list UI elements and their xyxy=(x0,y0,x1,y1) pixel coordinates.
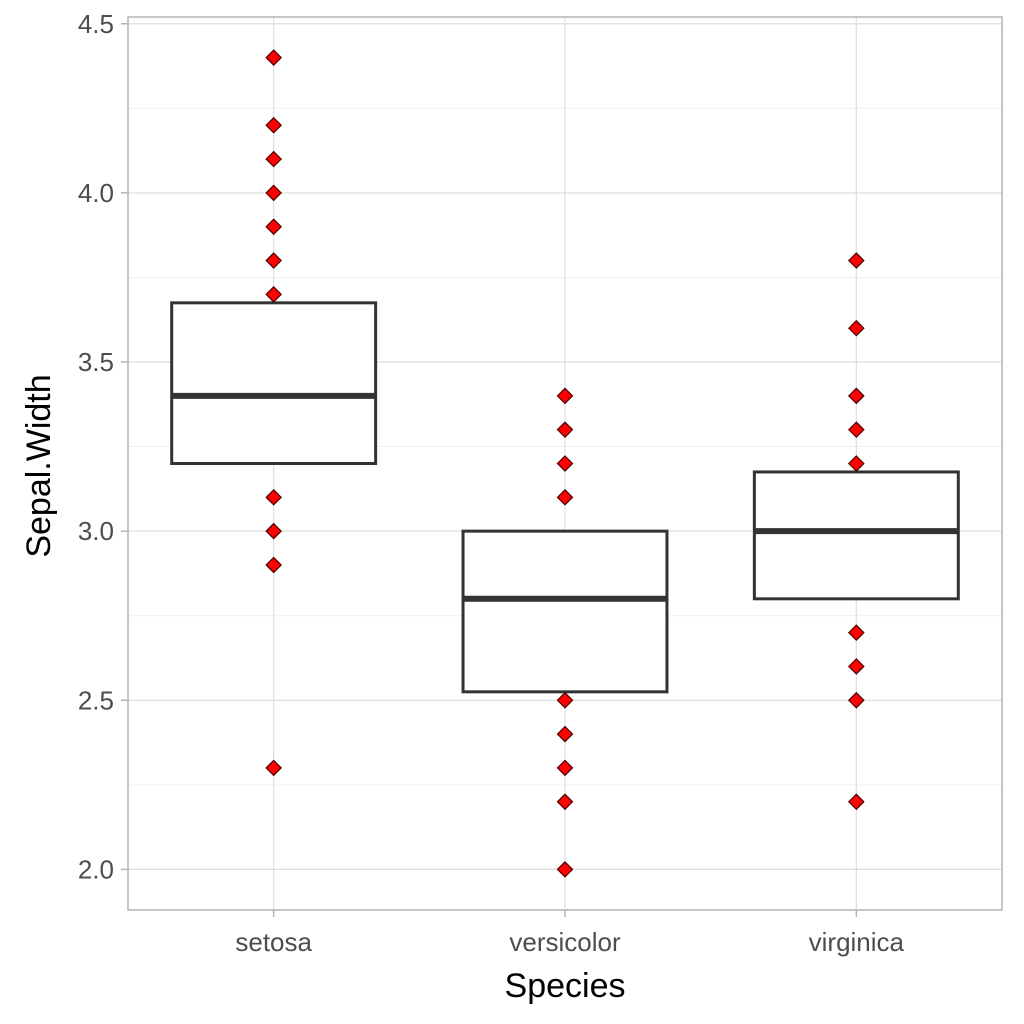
point-setosa xyxy=(265,286,283,303)
point-versicolor xyxy=(556,387,574,405)
box-virginica xyxy=(752,470,960,601)
point-setosa xyxy=(265,556,283,574)
x-tick-label-versicolor: versicolor xyxy=(509,927,621,957)
point-setosa xyxy=(265,759,283,777)
y-tick-label: 3.0 xyxy=(78,516,114,546)
x-axis-title: Species xyxy=(505,967,626,1005)
point-setosa xyxy=(265,252,283,269)
point-virginica xyxy=(847,319,865,337)
point-virginica xyxy=(847,691,865,709)
point-setosa xyxy=(265,49,283,66)
point-virginica xyxy=(847,387,865,405)
point-setosa xyxy=(265,116,283,134)
y-tick-label: 4.5 xyxy=(78,9,114,39)
point-setosa xyxy=(265,522,283,540)
point-virginica xyxy=(847,252,865,269)
x-tick-label-virginica: virginica xyxy=(809,927,905,957)
point-versicolor xyxy=(556,488,574,506)
data-points xyxy=(265,49,865,878)
point-setosa xyxy=(265,488,283,506)
y-tick-label: 2.0 xyxy=(78,854,114,884)
y-tick-label: 4.0 xyxy=(78,178,114,208)
point-versicolor xyxy=(556,725,574,743)
point-versicolor xyxy=(556,691,574,709)
point-versicolor xyxy=(556,861,574,878)
point-setosa xyxy=(265,184,283,202)
point-virginica xyxy=(847,421,865,439)
box-versicolor xyxy=(461,529,669,694)
y-tick-label: 3.5 xyxy=(78,347,114,377)
box-setosa xyxy=(170,301,378,465)
boxes xyxy=(170,301,960,694)
axes: 2.0 2.5 3.0 3.5 4.0 4.5 setosa versicolor virgin… xyxy=(78,9,1003,957)
point-versicolor xyxy=(556,759,574,777)
x-tick-label-setosa: setosa xyxy=(235,927,312,957)
point-virginica xyxy=(847,455,865,472)
point-versicolor xyxy=(556,793,574,811)
point-setosa xyxy=(265,150,283,168)
y-tick-label: 2.5 xyxy=(78,685,114,715)
point-versicolor xyxy=(556,455,574,472)
point-setosa xyxy=(265,218,283,236)
y-axis-title: Sepal.Width xyxy=(20,374,58,557)
point-virginica xyxy=(847,658,865,675)
point-virginica xyxy=(847,793,865,811)
point-virginica xyxy=(847,624,865,641)
point-versicolor xyxy=(556,421,574,439)
